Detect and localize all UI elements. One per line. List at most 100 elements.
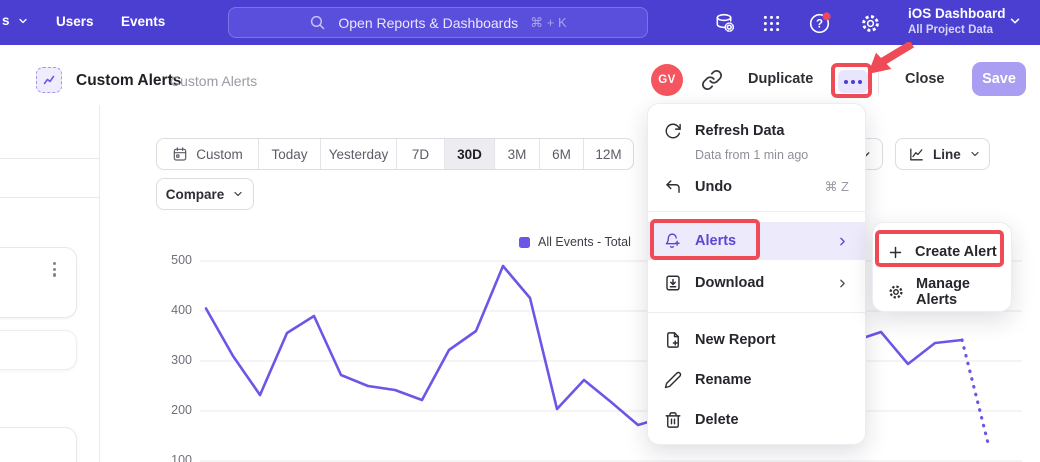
nav-item-truncated[interactable]: s xyxy=(2,13,29,28)
pencil-icon xyxy=(664,371,682,389)
top-navbar: s Users Events Open Reports & Dashboards… xyxy=(0,0,1040,45)
chevron-down-icon xyxy=(969,148,981,160)
copy-link-icon[interactable] xyxy=(701,69,723,91)
bell-plus-icon xyxy=(664,232,682,250)
compare-button[interactable]: Compare xyxy=(156,178,254,210)
chevron-down-icon[interactable] xyxy=(1008,14,1022,28)
series-projected-segment xyxy=(962,340,989,447)
chevron-down-icon xyxy=(17,15,29,27)
y-axis-label: 200 xyxy=(150,403,192,417)
apps-grid-icon[interactable] xyxy=(759,11,783,35)
range-yesterday[interactable]: Yesterday xyxy=(321,139,397,169)
notification-dot xyxy=(823,12,831,20)
range-12m[interactable]: 12M xyxy=(584,139,633,169)
range-30d[interactable]: 30D xyxy=(445,139,495,169)
page-title: Custom Alerts xyxy=(76,72,181,90)
chevron-right-icon xyxy=(836,235,849,248)
avatar[interactable]: GV xyxy=(651,64,683,96)
calendar-icon xyxy=(172,146,188,162)
more-dot xyxy=(858,80,862,84)
search-placeholder: Open Reports & Dashboards xyxy=(338,15,518,31)
submenu-item-label: Manage Alerts xyxy=(916,276,997,308)
data-management-icon[interactable] xyxy=(712,11,736,35)
menu-item-shortcut: ⌘ Z xyxy=(824,179,849,195)
sidebar-card[interactable] xyxy=(0,247,77,318)
menu-item-rename[interactable]: Rename xyxy=(648,361,865,399)
nav-item-events[interactable]: Events xyxy=(121,14,165,29)
menu-item-download[interactable]: Download xyxy=(648,264,865,302)
breadcrumb: Custom Alerts xyxy=(170,73,257,89)
menu-item-label: Alerts xyxy=(695,233,736,249)
header-divider xyxy=(878,68,879,94)
sidebar-row-divider xyxy=(0,158,99,159)
line-chart-icon xyxy=(908,146,925,163)
menu-item-label: New Report xyxy=(695,332,776,348)
date-range-control: Custom Today Yesterday 7D 30D 3M 6M 12M xyxy=(156,138,634,170)
sidebar-divider xyxy=(99,105,100,462)
menu-item-new-report[interactable]: New Report xyxy=(648,321,865,359)
plus-icon xyxy=(887,244,904,261)
refresh-icon xyxy=(664,122,682,140)
y-axis-label: 500 xyxy=(150,253,192,267)
legend-label: All Events - Total xyxy=(538,235,631,249)
app-root: s Users Events Open Reports & Dashboards… xyxy=(0,0,1040,462)
global-search[interactable]: Open Reports & Dashboards ⌘ + K xyxy=(228,7,648,38)
menu-separator xyxy=(648,312,865,313)
search-icon xyxy=(309,14,326,31)
more-dot xyxy=(851,80,855,84)
menu-item-label: Undo xyxy=(695,179,732,195)
project-name: iOS Dashboard xyxy=(908,5,1006,23)
sidebar-row-divider xyxy=(0,197,99,198)
report-type-icon xyxy=(36,67,62,93)
svg-text:?: ? xyxy=(816,19,823,31)
menu-item-label: Download xyxy=(695,275,764,291)
file-plus-icon xyxy=(664,331,682,349)
report-options-menu: Refresh Data Data from 1 min ago Undo ⌘ … xyxy=(647,103,866,445)
search-shortcut: ⌘ + K xyxy=(530,15,567,31)
project-switcher[interactable]: iOS Dashboard All Project Data xyxy=(908,5,1006,37)
save-button[interactable]: Save xyxy=(972,62,1026,96)
range-custom-label: Custom xyxy=(196,147,243,162)
nav-item-users[interactable]: Users xyxy=(56,14,94,29)
menu-item-label: Refresh Data xyxy=(695,123,784,139)
range-7d[interactable]: 7D xyxy=(397,139,445,169)
y-axis-label: 400 xyxy=(150,303,192,317)
chart-type-label: Line xyxy=(933,147,961,162)
sidebar-card[interactable] xyxy=(0,427,77,462)
chart-legend[interactable]: All Events - Total xyxy=(519,235,631,249)
menu-separator xyxy=(648,211,865,212)
gear-icon xyxy=(887,283,905,301)
submenu-item-label: Create Alert xyxy=(915,244,997,260)
range-custom[interactable]: Custom xyxy=(157,139,259,169)
menu-item-refresh-data[interactable]: Refresh Data Data from 1 min ago xyxy=(648,112,865,150)
undo-icon xyxy=(664,178,682,196)
chevron-down-icon xyxy=(232,188,244,200)
menu-item-label: Rename xyxy=(695,372,751,388)
sidebar-card[interactable] xyxy=(0,330,77,370)
menu-item-sublabel: Data from 1 min ago xyxy=(695,148,808,162)
project-scope: All Project Data xyxy=(908,23,1006,37)
more-options-button[interactable] xyxy=(838,70,868,93)
submenu-item-create-alert[interactable]: Create Alert xyxy=(873,233,1011,271)
menu-item-alerts[interactable]: Alerts xyxy=(648,222,865,260)
menu-item-delete[interactable]: Delete xyxy=(648,401,865,439)
more-dot xyxy=(844,80,848,84)
kebab-menu-icon[interactable] xyxy=(51,260,58,279)
range-3m[interactable]: 3M xyxy=(495,139,540,169)
nav-item-truncated-label: s xyxy=(2,13,10,28)
chevron-right-icon xyxy=(836,277,849,290)
duplicate-button[interactable]: Duplicate xyxy=(748,71,813,87)
compare-label: Compare xyxy=(166,187,225,202)
range-today[interactable]: Today xyxy=(259,139,321,169)
range-6m[interactable]: 6M xyxy=(540,139,584,169)
submenu-item-manage-alerts[interactable]: Manage Alerts xyxy=(873,273,1011,311)
close-button[interactable]: Close xyxy=(905,71,945,87)
download-icon xyxy=(664,274,682,292)
menu-item-label: Delete xyxy=(695,412,739,428)
legend-swatch xyxy=(519,237,530,248)
settings-gear-icon[interactable] xyxy=(858,11,882,35)
chart-type-dropdown[interactable]: Line xyxy=(895,138,990,170)
y-axis-label: 100 xyxy=(150,453,192,462)
menu-item-undo[interactable]: Undo ⌘ Z xyxy=(648,168,865,206)
help-icon[interactable]: ? xyxy=(808,11,832,35)
